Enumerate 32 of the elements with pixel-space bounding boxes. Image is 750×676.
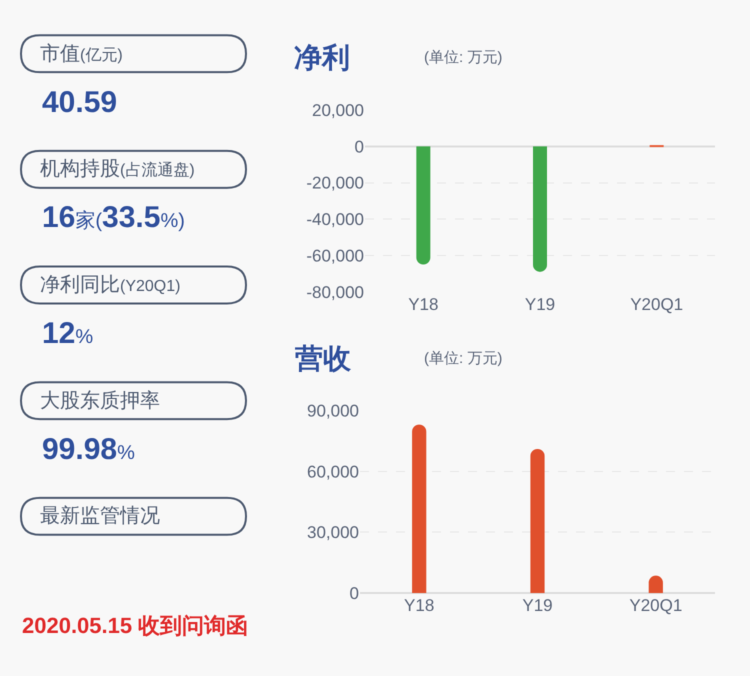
text: 2020.05.15 收到问询函 [22,613,248,638]
bar [412,424,426,594]
text: 市值(亿元) [40,43,123,65]
x-tick-label: Y19 [522,596,553,616]
x-tick-label: Y20Q1 [630,294,684,314]
text: 最新监管情况 [40,505,160,527]
chart-title: 净利 [294,42,350,73]
y-tick-label: -40,000 [306,210,364,230]
text: 99.98% [42,433,136,466]
y-tick-label: 90,000 [307,401,359,420]
y-tick-label: -60,000 [306,246,364,266]
y-tick-label: -80,000 [306,282,364,302]
y-tick-label: 20,000 [312,101,364,120]
chart-subtitle: (单位: 万元) [424,49,502,66]
text: 16家(33.5%) [42,201,185,234]
chart-subtitle: (单位: 万元) [424,350,502,367]
y-tick-label: -20,000 [306,174,364,193]
x-tick-label: Y18 [408,294,438,314]
text: 机构持股(占流通盘) [40,158,195,180]
x-tick-label: Y20Q1 [629,596,682,616]
x-tick-label: Y18 [404,596,434,616]
y-tick-label: 0 [350,584,359,604]
text: 40.59 [42,86,118,119]
y-tick-label: 0 [354,137,364,156]
chart-title: 营收 [294,343,352,374]
text: 大股东质押率 [40,390,160,412]
x-tick-label: Y19 [524,294,556,314]
text: 净利同比(Y20Q1) [40,274,180,296]
y-tick-label: 60,000 [307,462,359,482]
text: 12% [42,317,94,350]
bar [530,448,545,594]
y-tick-label: 30,000 [307,523,359,542]
